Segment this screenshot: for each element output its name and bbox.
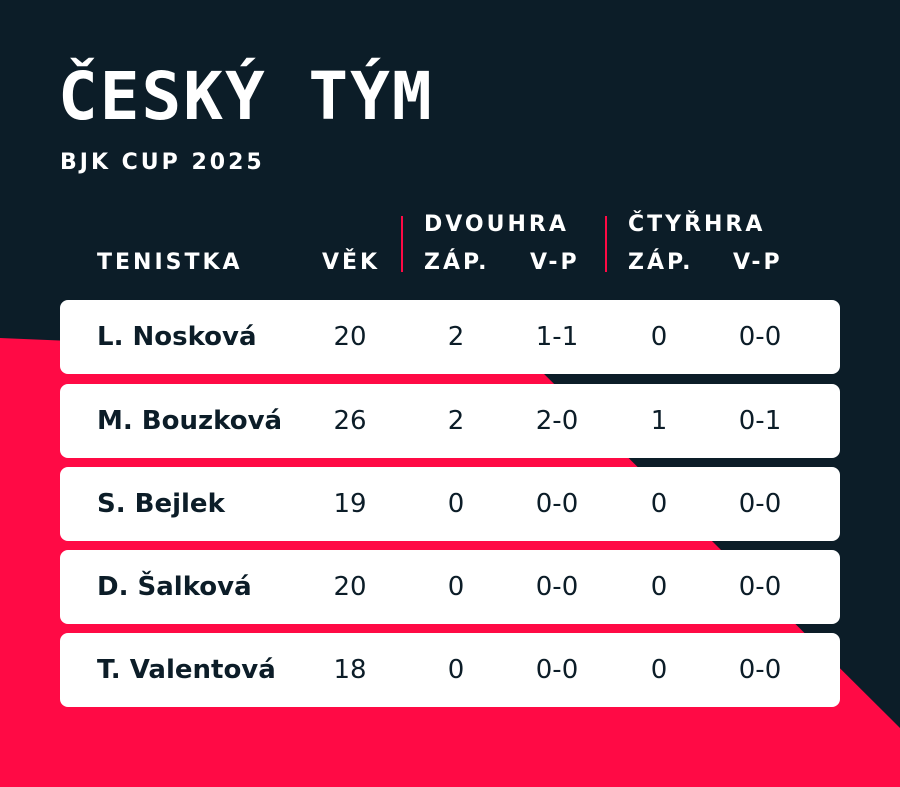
cell-name: D. Šalková bbox=[97, 572, 252, 602]
table-row: T. Valentová 18 0 0-0 0 0-0 bbox=[60, 633, 840, 707]
cell-name: M. Bouzková bbox=[97, 406, 283, 436]
header-doubles: ČTYŘHRA bbox=[628, 212, 766, 237]
page-title: ČESKÝ TÝM bbox=[58, 58, 434, 135]
cell-doubles-matches: 0 bbox=[650, 489, 668, 519]
cell-singles-wl: 0-0 bbox=[535, 489, 579, 519]
cell-age: 19 bbox=[333, 489, 367, 519]
cell-singles-matches: 2 bbox=[447, 406, 465, 436]
header-player: TENISTKA bbox=[97, 250, 243, 275]
separator bbox=[401, 216, 403, 272]
table-row: D. Šalková 20 0 0-0 0 0-0 bbox=[60, 550, 840, 624]
cell-age: 26 bbox=[333, 406, 367, 436]
header-age: VĚK bbox=[322, 250, 381, 275]
cell-doubles-wl: 0-0 bbox=[738, 572, 782, 602]
cell-doubles-wl: 0-0 bbox=[738, 489, 782, 519]
cell-age: 18 bbox=[333, 655, 367, 685]
cell-singles-wl: 1-1 bbox=[535, 322, 579, 352]
subtitle: BJK CUP 2025 bbox=[60, 150, 265, 175]
table-row: M. Bouzková 26 2 2-0 1 0-1 bbox=[60, 384, 840, 458]
header-doubles-matches: ZÁP. bbox=[628, 250, 694, 275]
table-row: L. Nosková 20 2 1-1 0 0-0 bbox=[60, 300, 840, 374]
cell-singles-wl: 0-0 bbox=[535, 655, 579, 685]
header-singles-matches: ZÁP. bbox=[424, 250, 490, 275]
cell-singles-matches: 0 bbox=[447, 572, 465, 602]
cell-singles-matches: 2 bbox=[447, 322, 465, 352]
cell-doubles-matches: 1 bbox=[650, 406, 668, 436]
cell-doubles-wl: 0-0 bbox=[738, 322, 782, 352]
cell-doubles-matches: 0 bbox=[650, 572, 668, 602]
cell-doubles-wl: 0-1 bbox=[738, 406, 782, 436]
cell-doubles-wl: 0-0 bbox=[738, 655, 782, 685]
header-singles-wl: V-P bbox=[530, 250, 580, 275]
header-doubles-wl: V-P bbox=[733, 250, 783, 275]
cell-name: T. Valentová bbox=[97, 655, 276, 685]
cell-doubles-matches: 0 bbox=[650, 322, 668, 352]
cell-singles-wl: 0-0 bbox=[535, 572, 579, 602]
cell-singles-matches: 0 bbox=[447, 655, 465, 685]
separator bbox=[605, 216, 607, 272]
cell-singles-matches: 0 bbox=[447, 489, 465, 519]
cell-name: L. Nosková bbox=[97, 322, 257, 352]
cell-age: 20 bbox=[333, 572, 367, 602]
cell-name: S. Bejlek bbox=[97, 489, 225, 519]
cell-singles-wl: 2-0 bbox=[535, 406, 579, 436]
cell-doubles-matches: 0 bbox=[650, 655, 668, 685]
header-singles: DVOUHRA bbox=[424, 212, 569, 237]
table-row: S. Bejlek 19 0 0-0 0 0-0 bbox=[60, 467, 840, 541]
cell-age: 20 bbox=[333, 322, 367, 352]
